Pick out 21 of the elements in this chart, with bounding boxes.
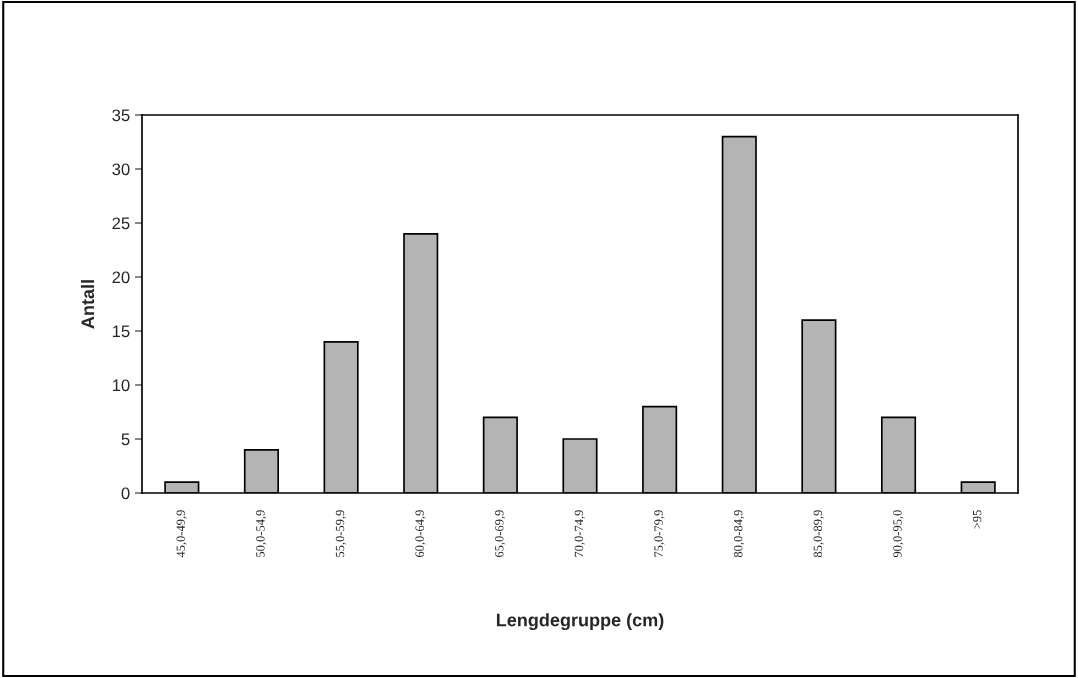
x-tick-label: 75,0-79,9 xyxy=(654,510,665,557)
x-tick-label: 60,0-64,9 xyxy=(415,510,426,558)
x-tick-label: 55,0-59,9 xyxy=(335,510,347,557)
x-tick-label: 50,0-54,9 xyxy=(256,510,267,557)
y-tick-label: 15 xyxy=(112,325,130,338)
x-axis-title: Lengdegruppe (cm) xyxy=(496,613,664,631)
x-tick-label: 45,0-49,9 xyxy=(176,510,187,558)
y-axis-title: Antall xyxy=(80,280,95,329)
y-tick-label: 5 xyxy=(121,433,130,446)
y-tick-label: 30 xyxy=(112,163,130,176)
x-tick-label: 90,0-95,0 xyxy=(893,510,904,558)
x-tick-label: >95 xyxy=(972,510,982,529)
y-tick-label: 20 xyxy=(112,271,130,284)
x-tick-label: 80,0-84,9 xyxy=(733,510,745,558)
y-tick-label: 35 xyxy=(112,109,130,122)
y-tick-label: 0 xyxy=(121,487,130,500)
y-tick-label: 10 xyxy=(112,379,130,392)
x-tick-label: 85,0-89,9 xyxy=(813,510,824,558)
y-tick-label: 25 xyxy=(112,217,130,230)
x-tick-label: 65,0-69,9 xyxy=(495,510,506,558)
x-tick-label: 70,0-74,9 xyxy=(574,510,585,557)
